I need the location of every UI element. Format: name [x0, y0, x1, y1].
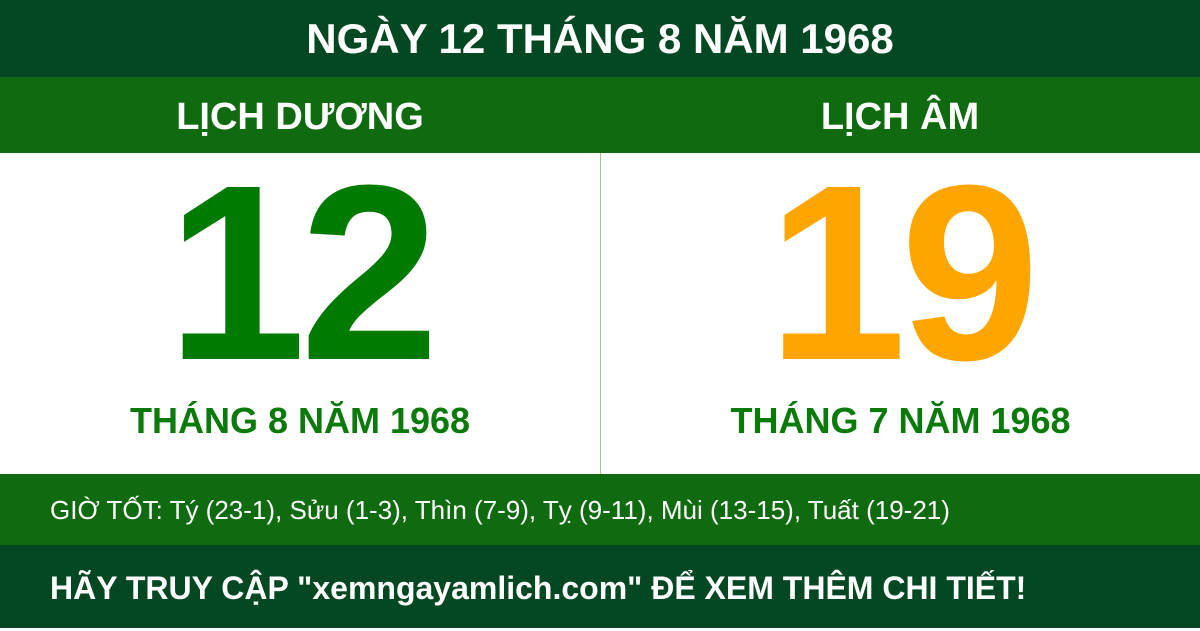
lunar-day: 19 — [767, 133, 1039, 412]
lunar-month-year: THÁNG 7 NĂM 1968 — [730, 400, 1071, 441]
solar-calendar-header: LỊCH DƯƠNG — [0, 77, 600, 153]
good-hours: GIỜ TỐT: Tý (23-1), Sửu (1-3), Thìn (7-9… — [0, 474, 1200, 545]
footer-cta: HÃY TRUY CẬP "xemngayamlich.com" ĐỂ XEM … — [0, 545, 1200, 628]
page-title: NGÀY 12 THÁNG 8 NĂM 1968 — [0, 0, 1200, 77]
lunar-calendar-header: LỊCH ÂM — [600, 77, 1200, 153]
divider — [600, 153, 601, 474]
solar-month-year: THÁNG 8 NĂM 1968 — [129, 400, 471, 441]
lunar-panel: 19 THÁNG 7 NĂM 1968 — [601, 133, 1200, 474]
solar-day: 12 — [166, 133, 439, 412]
solar-panel: 12 THÁNG 8 NĂM 1968 — [0, 133, 600, 474]
